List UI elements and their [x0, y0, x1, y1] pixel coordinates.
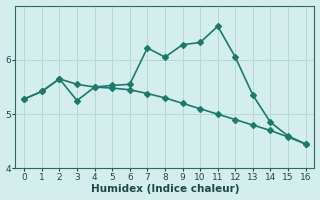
X-axis label: Humidex (Indice chaleur): Humidex (Indice chaleur) [91, 184, 239, 194]
